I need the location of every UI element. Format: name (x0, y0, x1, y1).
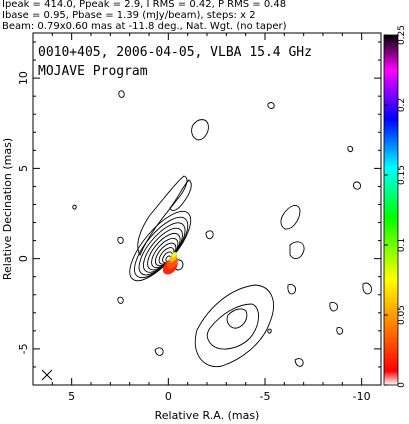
jet-contour (72, 204, 77, 210)
colorbar-tick-labels: 0 0.05 0.1 0.15 0.2 0.25 (384, 25, 407, 388)
y-tick-label: -5 (17, 343, 30, 354)
x-tick-label: -5 (260, 390, 271, 403)
colorbar-tick-label: 0.15 (397, 165, 407, 185)
jet-contour (194, 284, 274, 368)
jet-contour (267, 102, 275, 109)
y-tick-label: 5 (17, 165, 30, 172)
jet-contour (206, 303, 259, 350)
core-intensity-fill (162, 252, 179, 275)
jet-contour (347, 145, 354, 153)
jet-contour (294, 358, 304, 367)
jet-contour (191, 119, 209, 141)
program-label: MOJAVE Program (38, 64, 148, 79)
jet-contour (169, 179, 192, 211)
jet-contour (205, 230, 214, 240)
jet-contour (280, 204, 301, 230)
jet-contour (226, 308, 248, 329)
beam-marker (41, 369, 53, 381)
colorbar-tick-label: 0.1 (397, 238, 407, 252)
colorbar-tick-label: 0.2 (397, 98, 407, 112)
core-intensity-blob (171, 252, 177, 258)
plot-area: 5 0 -5 -10 -5 0 5 10 (17, 32, 382, 403)
y-tick-label: 0 (17, 255, 30, 262)
jet-contour (117, 236, 124, 244)
jet-contour (362, 282, 372, 295)
jet-contour (118, 90, 125, 98)
source-label: 0010+405, 2006-04-05, VLBA 15.4 GHz (38, 45, 312, 60)
x-tick-label: 5 (68, 390, 75, 403)
jet-contour (267, 328, 272, 334)
header-line-2: Ibase = 0.95, Pbase = 1.39 (mJy/beam), s… (2, 10, 256, 21)
jet-contour (137, 175, 188, 256)
x-tick-label: -10 (353, 390, 371, 403)
jet-contour (117, 296, 124, 304)
jet-contour (353, 181, 361, 190)
header-line-1: Ipeak = 414.0, Ppeak = 2.9, I RMS = 0.42… (2, 0, 287, 10)
jet-contour (336, 327, 344, 335)
header-line-3: Beam: 0.79x0.60 mas at -11.8 deg., Nat. … (2, 21, 287, 32)
colorbar-tick-label: 0 (397, 382, 407, 388)
jet-contour (289, 241, 305, 260)
y-tick-label: 10 (17, 71, 30, 85)
x-axis-label: Relative R.A. (mas) (155, 409, 260, 422)
axis-ticks (33, 33, 381, 385)
plot-frame (32, 32, 382, 386)
jet-contour (287, 284, 296, 295)
colorbar-tick-label: 0.05 (397, 305, 407, 325)
jet-contour (154, 347, 164, 356)
colorbar-tick-label: 0.25 (397, 25, 407, 45)
x-tick-label: 0 (165, 390, 172, 403)
y-axis-label: Relative Decination (mas) (1, 138, 14, 280)
colorbar-gradient (383, 34, 399, 386)
colorbar: 0 0.05 0.1 0.15 0.2 0.25 (383, 25, 407, 388)
axis-tick-labels: 5 0 -5 -10 -5 0 5 10 (17, 71, 371, 403)
jet-contour (329, 302, 338, 312)
